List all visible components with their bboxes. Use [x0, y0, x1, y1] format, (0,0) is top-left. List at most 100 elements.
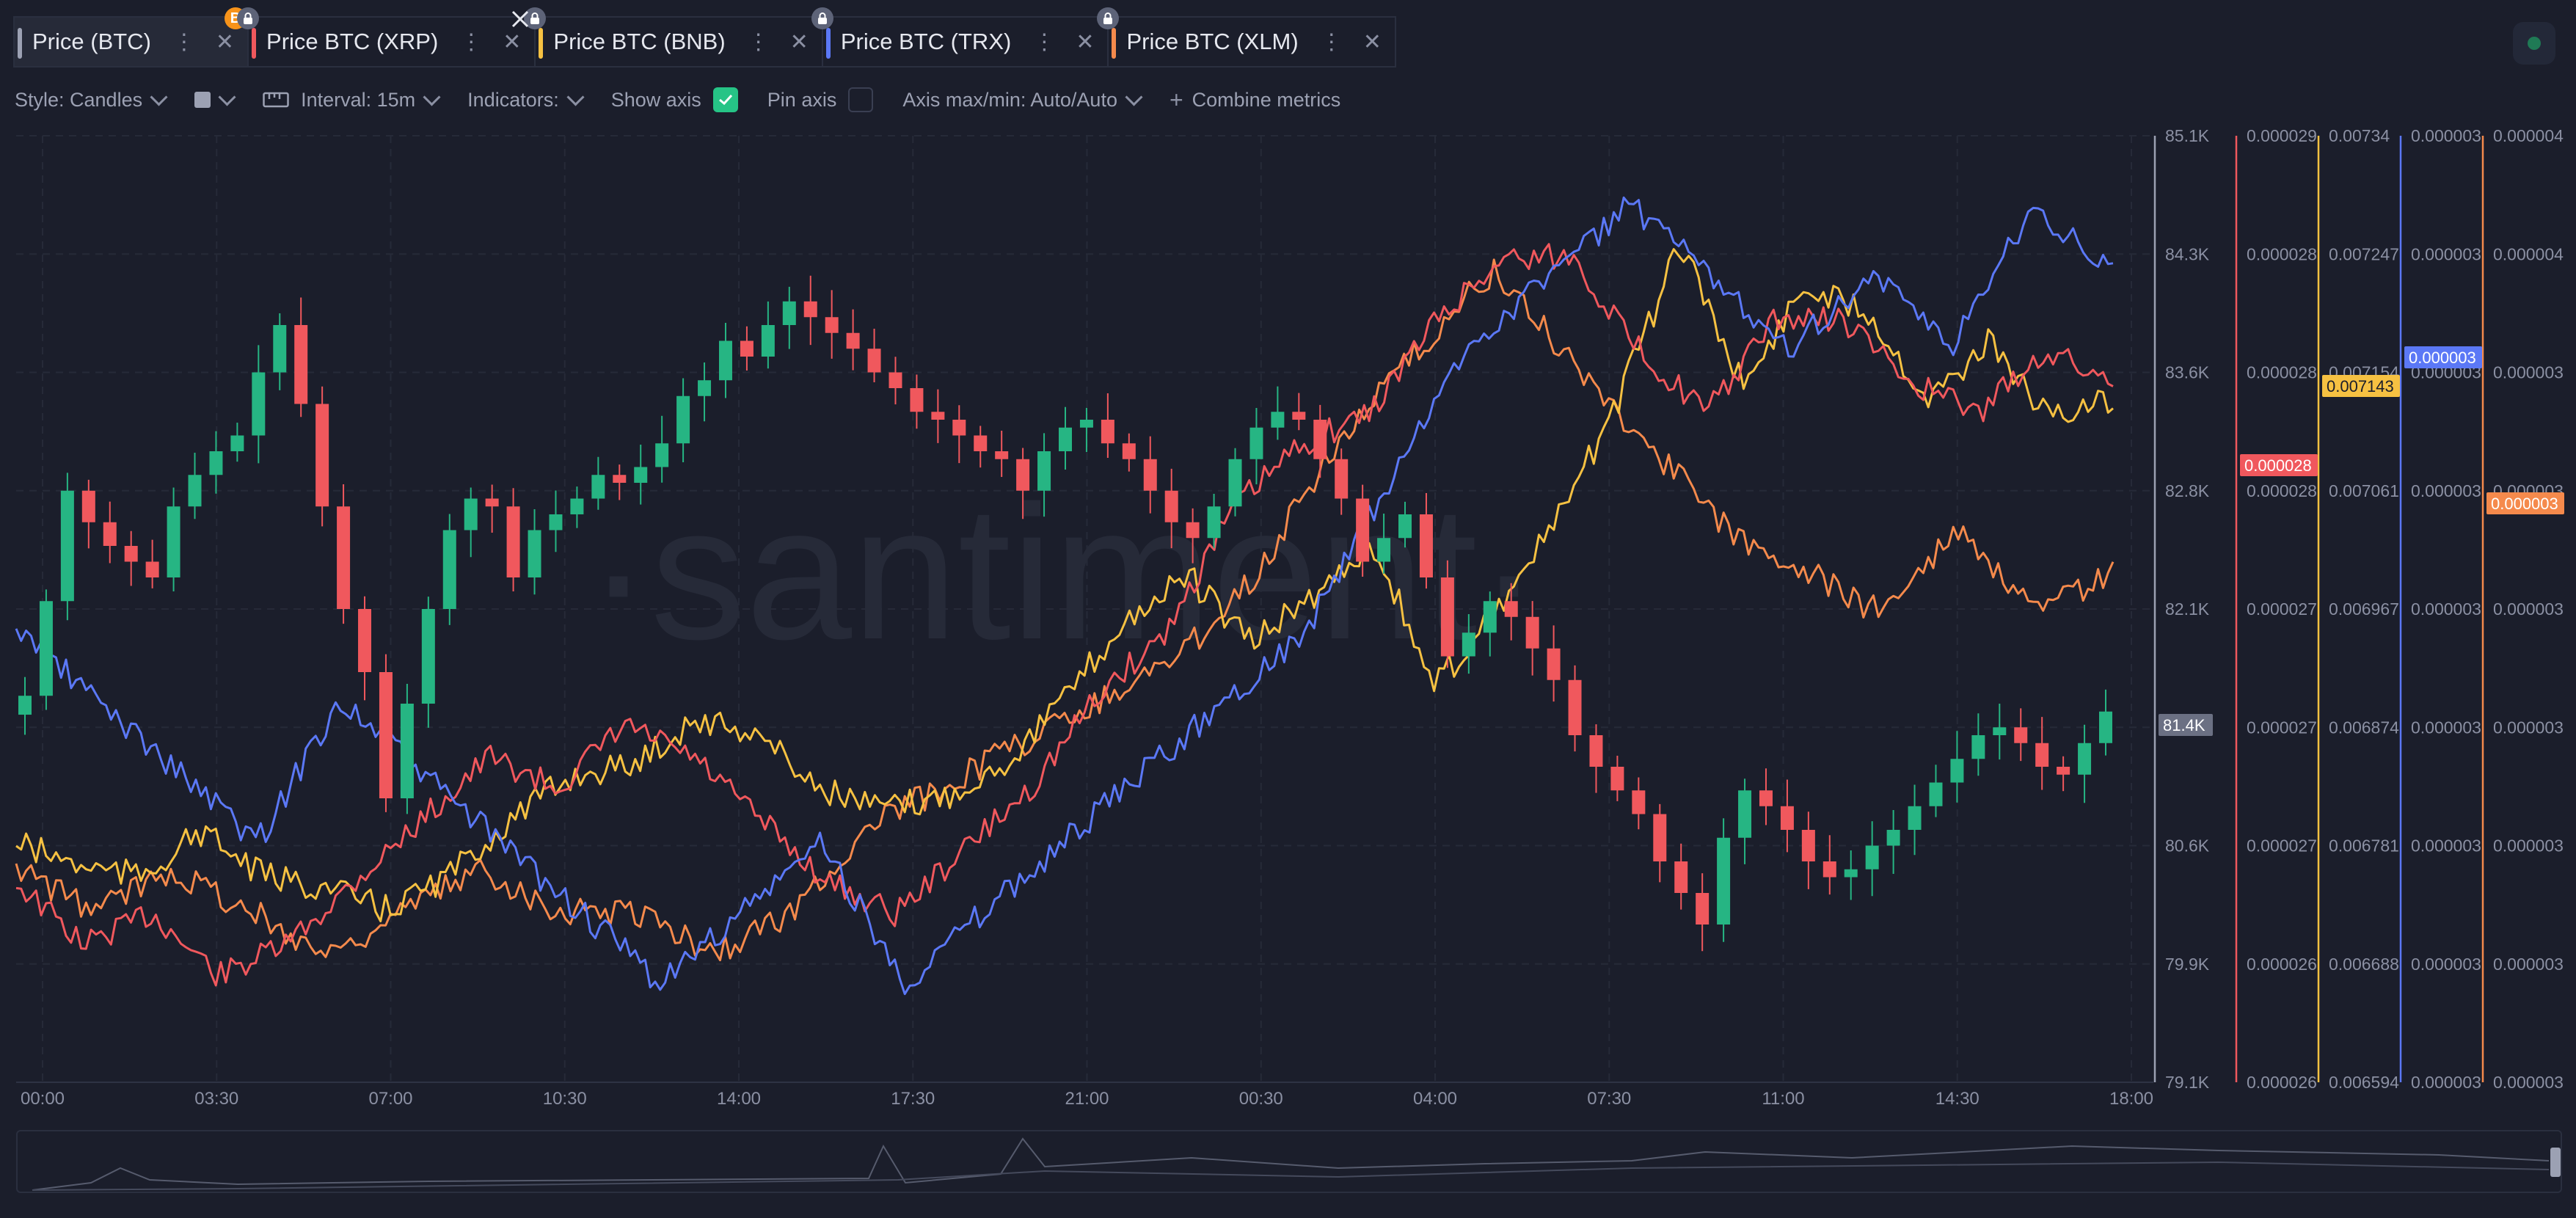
combine-metrics-button[interactable]: + Combine metrics [1170, 87, 1340, 114]
navigator-preview [32, 1137, 2550, 1191]
show-axis-toggle[interactable]: Show axis [611, 87, 738, 112]
candle-body [803, 301, 817, 318]
candle-body [1207, 506, 1221, 539]
lock-icon [1097, 7, 1120, 29]
candle-body [1674, 861, 1688, 893]
candle-body [442, 530, 456, 609]
candle-body [1313, 420, 1327, 459]
close-icon[interactable]: ✕ [1362, 29, 1382, 54]
tab-price-btc-trx[interactable]: Price BTC (TRX) ⋮ ✕ [811, 7, 1108, 68]
time-range-navigator[interactable] [16, 1130, 2562, 1193]
candle-body [1653, 814, 1667, 861]
price-chart[interactable]: 00:00 03:30 07:00 10:30 14:00 17:30 21:00 00:30… [0, 0, 2576, 1123]
y-tick-label: 0.000003 [2411, 836, 2481, 856]
candle-body [1037, 451, 1051, 491]
tab-price-btc[interactable]: Price (BTC) ⋮ ✕ B [13, 7, 248, 68]
color-dropdown[interactable] [194, 87, 236, 108]
show-axis-checkbox[interactable] [712, 87, 738, 112]
y-tick-label: 0.000003 [2411, 955, 2481, 974]
candle-body [698, 380, 712, 396]
candle-body [676, 395, 690, 444]
y-tick-label: 0.000029 [2247, 126, 2317, 145]
candle-body [209, 451, 223, 475]
show-axis-label: Show axis [610, 88, 701, 111]
navigator-left-handle[interactable] [2550, 1148, 2561, 1177]
more-options-icon[interactable]: ⋮ [460, 29, 483, 54]
candle-body [995, 451, 1009, 459]
axis-range-dropdown[interactable]: Axis max/min: Auto/Auto [902, 87, 1143, 112]
candle-body [1504, 601, 1518, 617]
style-dropdown[interactable]: Style: Candles [15, 87, 168, 112]
candle-body [103, 522, 117, 546]
series-line-price-btc-bnb- [15, 248, 2114, 923]
x-tick-label: 00:00 [21, 1089, 65, 1109]
candle-body [315, 404, 329, 507]
current-value-badge [2404, 346, 2482, 368]
more-options-icon[interactable]: ⋮ [1320, 29, 1343, 54]
chart-toolbar: Style: Candles Interval: 15m Indicators:… [15, 84, 1370, 116]
current-value-label: 0.000003 [2491, 495, 2558, 513]
candle-body [1632, 790, 1646, 814]
candle-body [1462, 632, 1475, 657]
tab-price-btc-bnb[interactable]: Price BTC (BNB) ⋮ ✕ [524, 7, 822, 68]
color-square-icon [194, 92, 211, 108]
y-tick-label: 0.000003 [2411, 481, 2481, 500]
candle-body [718, 340, 732, 381]
tab-price-btc-xlm[interactable]: Price BTC (XLM) ⋮ ✕ [1097, 7, 1396, 68]
candle-body [506, 506, 520, 577]
x-tick-label: 18:00 [2109, 1089, 2153, 1109]
candle-body [1356, 498, 1370, 562]
indicators-dropdown[interactable]: Indicators: [467, 87, 585, 112]
candle-body [2035, 743, 2049, 767]
tab-label: Price (BTC) [32, 29, 151, 54]
candle-body [1440, 577, 1454, 657]
more-options-icon[interactable]: ⋮ [747, 29, 770, 54]
close-icon[interactable]: ✕ [789, 29, 809, 54]
candle-body [1016, 459, 1030, 491]
candle-body [1271, 412, 1285, 428]
pin-axis-checkbox[interactable] [848, 87, 874, 112]
candle-body [1929, 782, 1943, 806]
pin-axis-label: Pin axis [767, 88, 837, 111]
pin-axis-toggle[interactable]: Pin axis [767, 87, 874, 112]
close-icon[interactable]: ✕ [215, 29, 235, 54]
candle-body [549, 514, 563, 530]
candle-body [1886, 830, 1900, 846]
metric-tabs: Price (BTC) ⋮ ✕ B Price BTC (XRP) ⋮ ✕ Pr… [13, 7, 1396, 69]
candle-body [740, 340, 754, 357]
interval-label: Interval: 15m [301, 88, 416, 111]
y-tick-label: 83.6K [2165, 363, 2210, 382]
current-value-label: 0.007143 [2327, 377, 2394, 395]
candle-body [867, 349, 881, 373]
y-tick-label: 82.8K [2165, 481, 2210, 500]
candle-body [1292, 412, 1306, 420]
candle-body [124, 546, 138, 562]
more-options-icon[interactable]: ⋮ [1033, 29, 1056, 54]
current-value-badge [2486, 492, 2564, 514]
tab-price-btc-xrp[interactable]: Price BTC (XRP) ⋮ ✕ [237, 7, 535, 68]
y-tick-label: 0.000003 [2411, 1073, 2481, 1092]
candle-body [230, 435, 244, 451]
candle-body [1186, 522, 1200, 539]
close-icon[interactable]: ✕ [1076, 29, 1095, 54]
y-tick-label: 0.000026 [2247, 1073, 2317, 1092]
y-tick-label: 0.000003 [2493, 1073, 2564, 1092]
close-icon[interactable]: ✕ [503, 29, 522, 54]
candle-body [1568, 679, 1582, 735]
x-tick-label: 07:00 [368, 1089, 412, 1109]
y-tick-label: 0.006874 [2329, 718, 2399, 737]
candle-body [1950, 759, 1964, 783]
status-indicator-icon[interactable] [2513, 22, 2555, 65]
y-tick-label: 0.007247 [2329, 244, 2399, 263]
candle-body [952, 420, 966, 436]
candle-body [2057, 767, 2070, 775]
more-options-icon[interactable]: ⋮ [172, 29, 195, 54]
candle-body [2078, 743, 2092, 775]
interval-dropdown[interactable]: Interval: 15m [263, 87, 441, 112]
y-tick-label: 82.1K [2165, 599, 2210, 619]
x-tick-label: 14:30 [1935, 1089, 1980, 1109]
y-tick-label: 0.000003 [2493, 363, 2564, 382]
candle-body [1143, 459, 1157, 491]
series-line-price-btc-xrp- [15, 243, 2114, 987]
current-value-label: 0.000003 [2409, 349, 2476, 367]
